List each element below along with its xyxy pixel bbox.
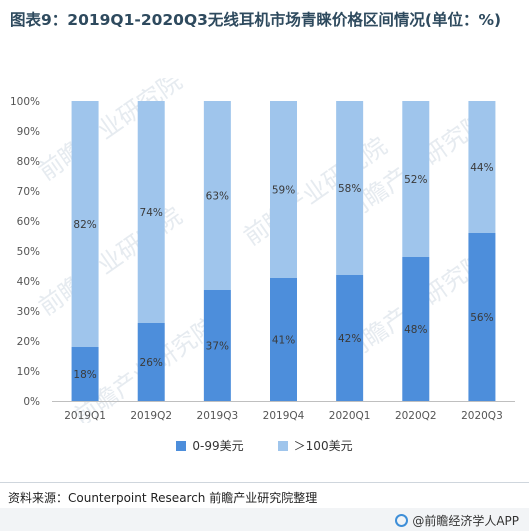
y-tick-label: 0% — [23, 396, 40, 408]
bar-segment-low — [203, 290, 231, 401]
data-label: 52% — [404, 174, 427, 186]
data-label: 48% — [404, 324, 427, 336]
data-label: 44% — [470, 162, 493, 174]
x-tick-label: 2019Q1 — [64, 410, 106, 422]
data-label: 26% — [140, 357, 163, 369]
legend-item-low: 0-99美元 — [176, 437, 244, 454]
y-tick-label: 60% — [17, 216, 40, 228]
qianzhan-logo-icon — [395, 514, 409, 527]
bar-segment-low — [137, 323, 165, 401]
data-label: 58% — [338, 183, 361, 195]
y-tick-label: 80% — [17, 156, 40, 168]
data-label: 74% — [140, 207, 163, 219]
data-label: 59% — [272, 185, 295, 197]
legend-label-low: 0-99美元 — [192, 439, 244, 453]
source-note: 资料来源：Counterpoint Research 前瞻产业研究院整理 — [8, 491, 318, 505]
footer-brand[interactable]: @前瞻经济学人APP — [395, 512, 519, 529]
data-label: 82% — [73, 219, 96, 231]
y-tick-label: 40% — [17, 276, 40, 288]
stacked-bar-chart: 前瞻产业研究院前瞻产业研究院前瞻产业研究院前瞻产业研究院前瞻产业研究院前瞻产业研… — [10, 78, 515, 423]
legend-swatch-high — [277, 440, 288, 451]
bar-segment-low — [468, 233, 496, 401]
data-label: 56% — [470, 312, 493, 324]
y-axis: 0% 10% 20% 30% 40% 50% 60% 70% 80% 90% 100% — [10, 96, 40, 408]
x-tick-label: 2020Q1 — [329, 410, 371, 422]
divider — [0, 482, 529, 483]
footer-brand-label: @前瞻经济学人APP — [412, 514, 519, 528]
bar-segment-low — [336, 275, 364, 401]
bar-segment-high — [270, 101, 297, 278]
x-tick-label: 2020Q3 — [461, 410, 503, 422]
x-axis: 2019Q1 2019Q2 2019Q3 2019Q4 2020Q1 2020Q2 2020… — [52, 401, 515, 422]
data-label: 63% — [206, 191, 229, 203]
bars: 18% 82% 26% 74% 37% 63% 41% 59% 42% 58% 48% 52% 56% 4… — [71, 101, 496, 401]
data-label: 42% — [338, 333, 361, 345]
bar-segment-low — [402, 257, 430, 401]
bar-segment-low — [71, 347, 99, 401]
y-tick-label: 50% — [17, 246, 40, 258]
bar-segment-high — [71, 101, 99, 347]
data-label: 37% — [206, 341, 229, 353]
bar-segment-high — [137, 101, 165, 323]
legend: 0-99美元 ＞100美元 — [0, 437, 529, 454]
y-tick-label: 10% — [17, 366, 40, 378]
x-tick-label: 2019Q2 — [130, 410, 172, 422]
y-tick-label: 30% — [17, 306, 40, 318]
data-label: 18% — [73, 369, 96, 381]
y-tick-label: 90% — [17, 126, 40, 138]
bar-segment-high — [402, 101, 430, 257]
x-tick-label: 2019Q4 — [263, 410, 305, 422]
x-tick-label: 2020Q2 — [395, 410, 437, 422]
bar-segment-high — [468, 101, 496, 233]
y-tick-label: 70% — [17, 186, 40, 198]
bar-segment-high — [203, 101, 231, 290]
bar-segment-low — [270, 278, 297, 401]
legend-swatch-low — [176, 440, 187, 451]
y-tick-label: 100% — [10, 96, 40, 108]
x-tick-label: 2019Q3 — [197, 410, 239, 422]
bar-segment-high — [336, 101, 364, 275]
legend-item-high: ＞100美元 — [277, 437, 353, 454]
legend-label-high: ＞100美元 — [293, 439, 353, 453]
chart-title: 图表9：2019Q1-2020Q3无线耳机市场青睐价格区间情况(单位：%) — [10, 11, 502, 29]
data-label: 41% — [272, 335, 295, 347]
y-tick-label: 20% — [17, 336, 40, 348]
